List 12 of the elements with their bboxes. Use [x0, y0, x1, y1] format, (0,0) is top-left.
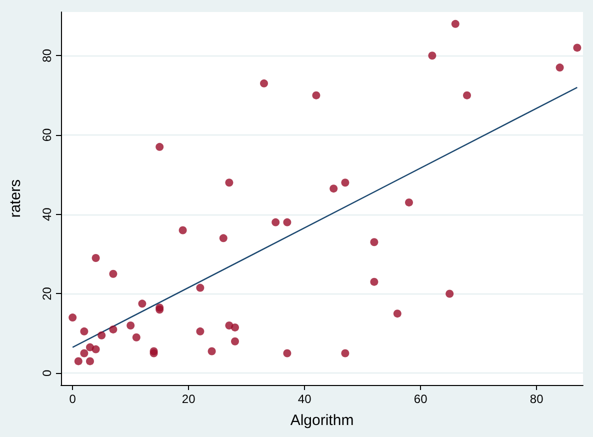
y-tick-label: 40: [40, 207, 54, 222]
y-tick-label: 20: [40, 286, 54, 300]
x-tick-label: 40: [298, 392, 312, 406]
x-tick-label: 0: [69, 392, 76, 406]
x-tick-label: 80: [530, 392, 544, 406]
y-tick-label: 80: [40, 48, 54, 62]
x-axis-title: Algorithm: [290, 412, 354, 429]
y-axis-title: raters: [7, 179, 24, 218]
y-tick-label: 0: [40, 369, 54, 376]
x-tick-label: 20: [182, 392, 196, 406]
x-tick-label: 60: [414, 392, 428, 406]
y-tick-label: 60: [40, 128, 54, 142]
